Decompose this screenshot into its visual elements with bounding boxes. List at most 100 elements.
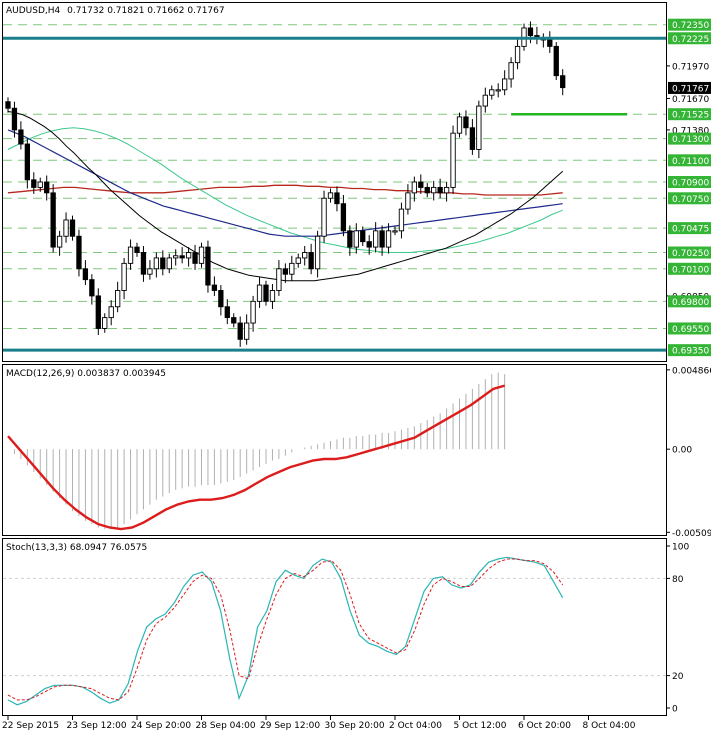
price-tick-label: 0.69550 — [672, 325, 709, 335]
price-tick-label: 0.70100 — [672, 265, 709, 275]
candlesticks — [5, 21, 566, 347]
price-level-tag — [668, 246, 711, 259]
price-tick-label: 0.71525 — [672, 111, 709, 121]
price-level-tag — [668, 108, 711, 121]
navy-moving-average — [7, 129, 563, 237]
candle — [69, 215, 76, 241]
candle — [243, 314, 250, 345]
price-level-tag — [668, 176, 711, 188]
candle — [250, 295, 256, 332]
candle — [192, 244, 198, 270]
candle — [198, 242, 205, 268]
candle — [392, 226, 398, 236]
time-tick-label: 8 Oct 04:00 — [583, 721, 636, 731]
macd-tick-label: 0.00 — [672, 446, 692, 456]
candle — [463, 110, 469, 136]
stoch-tick-label: 80 — [672, 575, 684, 585]
candle — [508, 57, 514, 88]
macd-tick-label: 0.004866 — [672, 366, 711, 376]
candle — [411, 176, 417, 202]
candle — [140, 246, 147, 282]
key-levels — [3, 36, 666, 352]
candle — [489, 85, 495, 100]
time-axis: 22 Sep 2015 23 Sep 12:00 24 Sep 20:00 28 Se… — [2, 716, 636, 731]
price-level-tag — [668, 262, 711, 275]
candle — [482, 87, 488, 113]
candle — [385, 223, 392, 254]
macd-tick-label: -0.005096 — [672, 529, 711, 539]
candle — [224, 299, 230, 325]
candle — [502, 70, 508, 96]
candle — [321, 190, 327, 243]
candle — [166, 253, 172, 274]
candle — [379, 225, 385, 256]
macd-panel-frame — [2, 364, 667, 536]
price-level-tag — [668, 295, 711, 308]
macd-signal-line — [7, 384, 506, 531]
candle — [398, 202, 405, 239]
candle — [153, 252, 159, 278]
candle — [256, 277, 263, 308]
stoch-title: Stoch(13,3,3) 68.0947 76.0575 — [6, 543, 147, 553]
candle — [185, 247, 192, 267]
price-panel-frame — [2, 2, 667, 362]
candle — [431, 180, 437, 201]
candle — [18, 121, 24, 150]
candle — [424, 183, 430, 198]
candle — [127, 239, 134, 270]
price-level-tag — [668, 154, 711, 167]
candle — [37, 177, 43, 192]
candle — [218, 285, 224, 316]
price-tick-label: 0.70250 — [672, 249, 709, 259]
candle — [418, 174, 424, 194]
candle — [231, 313, 237, 328]
price-level-tag — [668, 18, 711, 31]
price-level-tag — [668, 192, 711, 205]
candle — [295, 253, 301, 268]
time-tick-label: 5 Oct 12:00 — [454, 721, 507, 731]
price-tick-label: 0.72225 — [672, 35, 709, 45]
candle — [134, 242, 140, 257]
stoch-plot: 100 80 20 0 — [3, 543, 689, 715]
candle — [360, 226, 366, 247]
candle — [373, 222, 379, 253]
candle — [173, 249, 179, 266]
time-tick-label: 29 Sep 12:00 — [260, 721, 320, 731]
candle — [56, 230, 63, 256]
time-tick-label: 23 Sep 12:00 — [67, 721, 127, 731]
symbol-label: AUDUSD,H4 — [6, 6, 61, 16]
candle — [314, 230, 321, 278]
candle — [469, 119, 476, 155]
candle — [95, 288, 101, 335]
candle — [366, 235, 372, 255]
stoch-panel-frame — [2, 538, 667, 716]
stoch-tick-label: 0 — [672, 705, 678, 715]
candle — [340, 195, 347, 237]
candle — [282, 263, 288, 283]
price-title: AUDUSD,H4 0.71732 0.71821 0.71662 0.7176… — [6, 6, 225, 16]
candle — [308, 243, 314, 275]
candle — [114, 281, 121, 313]
candle — [405, 184, 411, 215]
price-tick-label: 0.71300 — [672, 135, 709, 145]
price-tick-label: 0.71767 — [672, 84, 709, 94]
candle — [44, 175, 50, 201]
candle — [443, 182, 450, 202]
candle — [553, 42, 559, 81]
current-price-tag — [668, 81, 711, 94]
candle — [211, 276, 218, 296]
candle — [205, 240, 211, 293]
green-moving-average — [7, 127, 563, 253]
candle — [514, 38, 521, 70]
candle — [327, 188, 334, 203]
price-level-tag — [668, 322, 711, 335]
candle — [160, 250, 166, 276]
candle — [353, 223, 359, 254]
price-level-tag — [668, 344, 711, 357]
candle — [302, 246, 308, 266]
time-tick-label: 28 Sep 04:00 — [196, 721, 256, 731]
candle — [121, 257, 127, 300]
candle — [476, 100, 482, 159]
price-tick-label: 0.70750 — [672, 195, 709, 205]
